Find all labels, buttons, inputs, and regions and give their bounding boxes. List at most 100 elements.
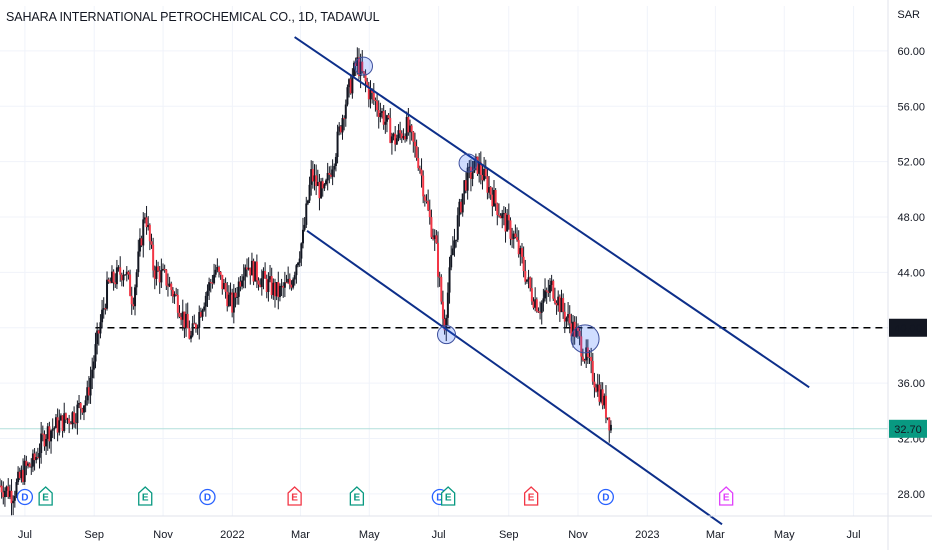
candle-body <box>104 308 107 310</box>
candle-body <box>507 214 510 221</box>
candle-body <box>43 434 46 447</box>
candle-body <box>269 276 272 280</box>
dividend-marker[interactable]: D <box>16 488 34 506</box>
candle-body <box>323 184 326 189</box>
candle-body <box>514 233 517 238</box>
candle-body <box>171 290 174 297</box>
candle-body <box>208 282 211 291</box>
candle-body <box>580 336 583 357</box>
earnings-marker[interactable]: E <box>441 486 456 506</box>
candle-body <box>209 282 212 284</box>
candle-body <box>79 402 82 409</box>
candle-body <box>10 490 13 504</box>
candle-body <box>532 301 535 308</box>
candle-body <box>609 424 612 431</box>
candle-body <box>593 381 596 388</box>
candle-body <box>218 266 221 272</box>
earnings-marker[interactable]: E <box>287 486 302 506</box>
candle-body <box>455 239 458 241</box>
candle-body <box>575 327 578 337</box>
candle-body <box>502 213 505 215</box>
candle-body <box>155 266 158 279</box>
candle-body <box>394 133 397 145</box>
candle-body <box>66 418 69 420</box>
candle-body <box>250 260 253 276</box>
candle-body <box>2 492 5 498</box>
candle-body <box>255 261 258 281</box>
candle-body <box>301 229 304 244</box>
earnings-marker[interactable]: E <box>523 486 539 506</box>
candle-body <box>13 495 16 501</box>
candle-body <box>516 237 519 241</box>
candle-body <box>540 302 543 313</box>
candle-body <box>478 162 481 174</box>
candle-body <box>418 168 421 170</box>
candle-body <box>134 287 137 307</box>
candle-body <box>595 387 598 392</box>
candle-body <box>91 369 94 378</box>
candle-body <box>87 387 90 396</box>
candle-body <box>313 175 316 182</box>
dividend-marker[interactable]: D <box>199 488 216 506</box>
candle-body <box>469 166 472 179</box>
candle-body <box>443 318 446 331</box>
candle-body <box>190 335 193 339</box>
event-marker-label: E <box>142 493 149 504</box>
x-tick-label: Mar <box>706 529 725 541</box>
candle-body <box>76 404 79 424</box>
candle-body <box>56 417 59 433</box>
earnings-marker-shape <box>523 486 539 506</box>
candle-body <box>591 360 594 382</box>
candle-body <box>488 187 491 193</box>
candle-body <box>12 500 15 504</box>
candle-body <box>458 201 461 216</box>
candle-body <box>494 190 497 204</box>
dividend-marker[interactable]: D <box>597 488 614 506</box>
candle-body <box>366 81 369 86</box>
candle-body <box>40 433 43 454</box>
candle-body <box>501 213 504 219</box>
earnings-marker[interactable]: E <box>38 486 53 506</box>
candle-body <box>547 291 550 293</box>
earnings-marker[interactable]: E <box>719 486 734 506</box>
candle-body <box>117 267 120 269</box>
candle-body <box>229 292 232 295</box>
event-marker-label: E <box>42 493 49 504</box>
event-marker-label: D <box>602 493 609 504</box>
candle-body <box>64 413 67 420</box>
candle-body <box>456 215 459 240</box>
candle-body <box>432 237 435 240</box>
candle-body <box>71 412 74 425</box>
candle-body <box>321 181 324 189</box>
candle-body <box>122 274 125 281</box>
channel-line-lower[interactable] <box>306 230 723 526</box>
earnings-marker[interactable]: E <box>138 486 153 506</box>
candle-body <box>277 282 280 298</box>
candle-body <box>438 276 441 278</box>
candle-body <box>17 471 20 483</box>
candle-body <box>30 466 33 468</box>
candle-body <box>400 133 403 139</box>
candle-body <box>364 73 367 82</box>
candle-body <box>451 248 454 256</box>
candle-body <box>114 282 117 285</box>
candle-body <box>94 344 97 362</box>
candle-body <box>581 356 584 361</box>
candle-body <box>435 235 438 243</box>
earnings-marker[interactable]: E <box>349 486 365 506</box>
candle-body <box>534 299 537 308</box>
candle-body <box>143 217 146 220</box>
candle-body <box>517 240 520 255</box>
channel-lines-layer[interactable] <box>294 36 810 526</box>
candle-body <box>320 181 323 199</box>
candle-body <box>354 62 357 66</box>
channel-line-upper[interactable] <box>294 36 810 389</box>
candle-body <box>440 277 443 302</box>
candle-body <box>598 384 601 402</box>
earnings-marker-shape <box>719 486 734 506</box>
candle-body <box>563 311 566 322</box>
candle-body <box>539 312 542 314</box>
candle-body <box>31 453 34 467</box>
